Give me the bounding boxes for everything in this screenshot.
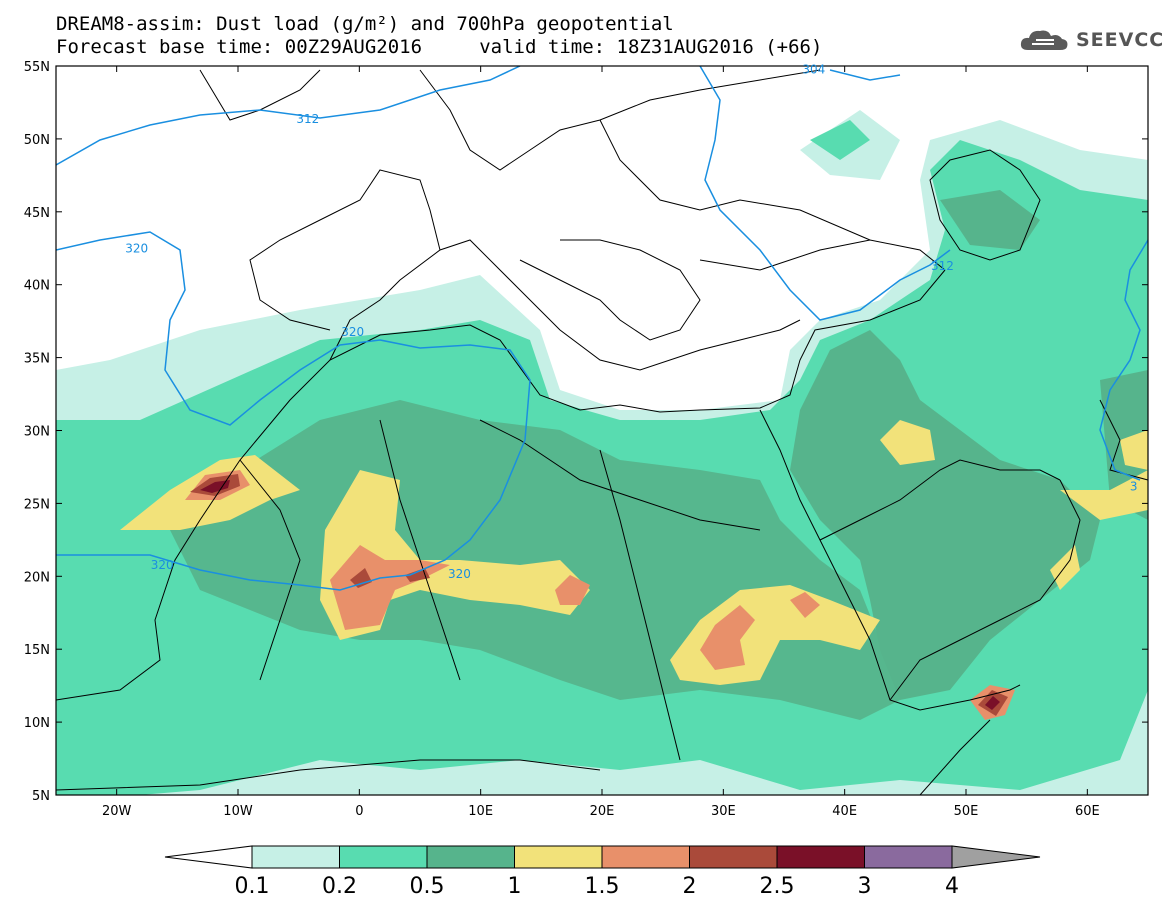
lon-tick-label: 50E	[954, 804, 979, 819]
geopotential-contours	[56, 66, 1148, 591]
lon-tick-label: 40E	[832, 804, 857, 819]
dust-band-1.5b	[330, 545, 450, 630]
map-plot-area	[56, 66, 1148, 795]
colorbar-label: 3	[857, 874, 872, 899]
contour-label: 3	[1130, 479, 1138, 493]
lon-tick-label: 0	[355, 804, 363, 819]
lat-tick-label: 10N	[24, 716, 50, 731]
contour-label: 320	[341, 325, 364, 339]
dust-band-1.5e	[790, 592, 820, 618]
lon-tick-label: 10W	[223, 804, 253, 819]
lat-tick-label: 30N	[24, 425, 50, 440]
colorbar-over-arrow	[951, 845, 1041, 869]
colorbar-segment	[776, 845, 865, 869]
dust-band-1.5d	[700, 605, 755, 670]
lat-tick-label: 15N	[24, 643, 50, 658]
lat-tick-label: 25N	[24, 497, 50, 512]
dust-band-1.5c	[555, 575, 590, 605]
lat-tick-label: 5N	[32, 789, 50, 804]
cloud-icon	[1020, 30, 1068, 50]
dust-band-2.5	[200, 480, 230, 493]
colorbar-segment	[251, 845, 340, 869]
forecast-time-line: Forecast base time: 00Z29AUG2016 valid t…	[56, 36, 823, 58]
colorbar-under-arrow	[164, 845, 253, 869]
contour-label: 320	[125, 242, 148, 256]
colorbar-label: 0.1	[234, 874, 270, 899]
dust-band-2.5b	[985, 696, 1000, 710]
lat-tick-label: 35N	[24, 352, 50, 367]
dust-band-2b	[350, 568, 372, 588]
colorbar-segment	[864, 845, 953, 869]
colorbar-segment	[601, 845, 690, 869]
colorbar-label: 1.5	[584, 874, 620, 899]
contour-label: 304	[802, 62, 825, 76]
lon-tick-label: 60E	[1075, 804, 1100, 819]
lon-tick-label: 10E	[468, 804, 493, 819]
lon-tick-label: 30E	[711, 804, 736, 819]
contour-label: 320	[448, 567, 471, 581]
colorbar-label: 1	[507, 874, 522, 899]
dust-band-0.2b	[810, 120, 870, 160]
dust-band-1g	[1120, 430, 1148, 470]
dust-band-0.5c	[940, 190, 1040, 250]
contour-label: 320	[151, 558, 174, 572]
contour-label: 312	[296, 112, 319, 126]
colorbar-segment	[426, 845, 515, 869]
map-title: DREAM8-assim: Dust load (g/m²) and 700hP…	[56, 13, 674, 35]
lon-tick-label: 20E	[590, 804, 615, 819]
lat-tick-label: 50N	[24, 133, 50, 148]
dust-band-0.5b	[790, 330, 1100, 700]
dust-band-1d	[880, 420, 935, 465]
lat-tick-label: 55N	[24, 60, 50, 75]
colorbar-label: 2.5	[759, 874, 795, 899]
colorbar-label: 4	[945, 874, 959, 899]
colorbar-segment	[514, 845, 603, 869]
contour-label: 312	[931, 259, 954, 273]
seevccc-logo: SEEVCCC	[1018, 26, 1165, 54]
colorbar	[164, 845, 1041, 869]
colorbar-label: 2	[682, 874, 697, 899]
colorbar-segment	[339, 845, 428, 869]
colorbar-label: 0.2	[322, 874, 357, 899]
dust-band-1e	[1060, 470, 1148, 520]
lon-tick-label: 20W	[102, 804, 132, 819]
colorbar-segment	[689, 845, 778, 869]
lat-tick-label: 20N	[24, 570, 50, 585]
axis-ticks: 55N 50N 45N 40N 35N 30N 25N 20N 15N 10N 5N 20W 10W 0 1…	[24, 60, 1148, 819]
contour-labels: 304 312 320 320 320 320 312 3	[125, 62, 1138, 581]
logo-text: SEEVCCC	[1076, 29, 1165, 51]
coastlines	[56, 69, 1148, 795]
lat-tick-label: 45N	[24, 206, 50, 221]
lat-tick-label: 40N	[24, 279, 50, 294]
colorbar-label: 0.5	[409, 874, 445, 899]
